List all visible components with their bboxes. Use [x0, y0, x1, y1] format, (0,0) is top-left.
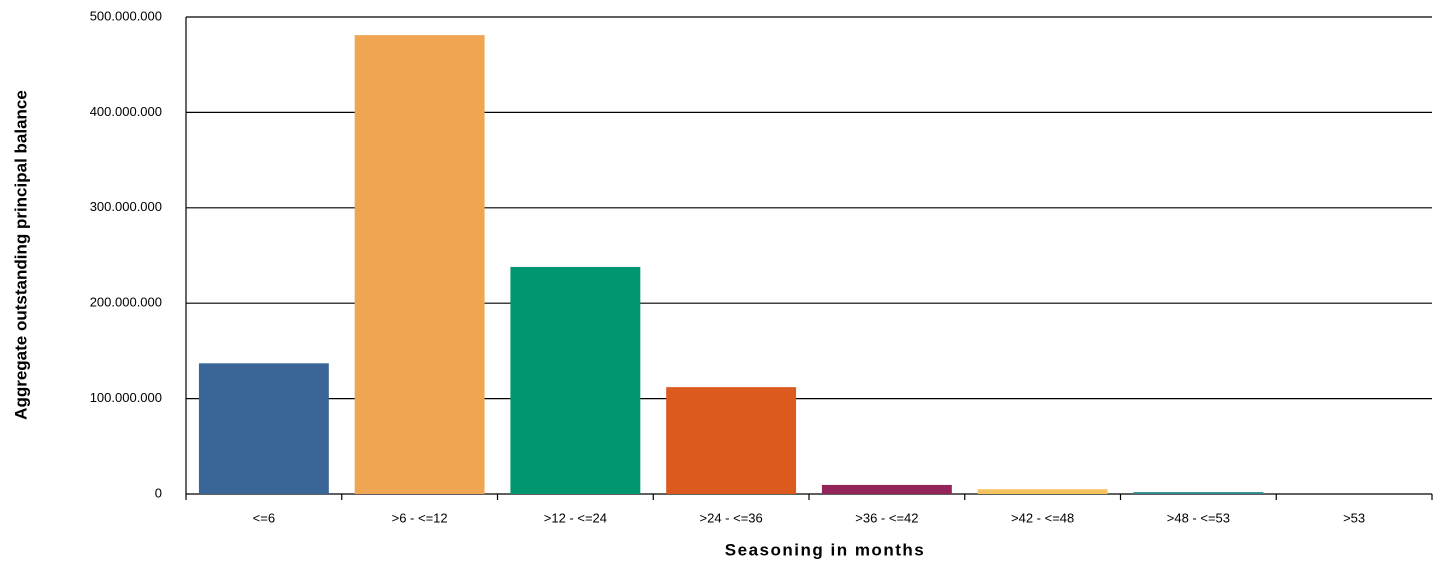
bar — [821, 484, 952, 494]
bar — [1133, 492, 1264, 494]
y-tick-label: 0 — [155, 485, 162, 500]
y-tick-label: 100.000.000 — [90, 390, 162, 405]
x-tick-label: >12 - <=24 — [544, 510, 607, 525]
bar — [977, 489, 1108, 494]
x-tick-label: >42 - <=48 — [1011, 510, 1074, 525]
y-tick-label: 200.000.000 — [90, 295, 162, 310]
y-axis-title: Aggregate outstanding principal balance — [11, 90, 30, 420]
y-tick-label: 400.000.000 — [90, 104, 162, 119]
y-tick-label: 500.000.000 — [90, 8, 162, 23]
bar — [510, 266, 641, 494]
bar — [354, 35, 485, 494]
x-tick-label: >53 — [1343, 510, 1365, 525]
bar — [666, 387, 797, 494]
x-tick-label: >48 - <=53 — [1167, 510, 1230, 525]
x-tick-label: >6 - <=12 — [392, 510, 448, 525]
y-tick-label: 300.000.000 — [90, 199, 162, 214]
x-axis-title: Seasoning in months — [725, 540, 925, 559]
x-tick-label: >36 - <=42 — [855, 510, 918, 525]
x-tick-label: >24 - <=36 — [700, 510, 763, 525]
x-tick-label: <=6 — [253, 510, 275, 525]
bar — [198, 363, 329, 494]
